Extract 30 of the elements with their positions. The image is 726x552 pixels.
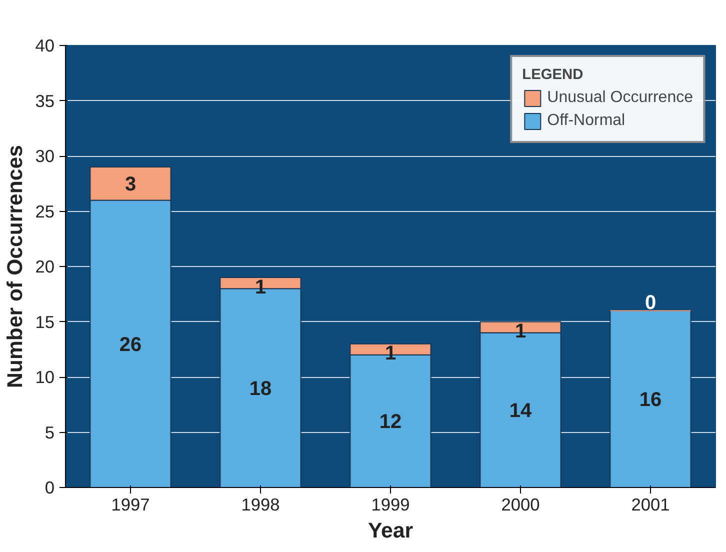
x-tick-label: 2001 (631, 494, 670, 514)
y-tick-label: 25 (35, 201, 55, 222)
x-tick-label: 2000 (501, 494, 540, 514)
data-label: 12 (379, 411, 402, 434)
y-tick-label: 5 (44, 422, 55, 442)
legend-label: Unusual Occurrence (547, 89, 693, 107)
data-label: 3 (124, 174, 136, 196)
x-axis-title: Year (368, 518, 414, 542)
bar (610, 310, 692, 488)
data-label: 1 (254, 276, 266, 298)
data-label: 16 (639, 389, 662, 412)
data-label: 18 (249, 378, 272, 400)
y-tick-label: 35 (35, 90, 55, 111)
x-tick-label: 1997 (111, 494, 150, 514)
y-tick-label: 20 (35, 256, 55, 276)
y-tick-label: 30 (35, 146, 55, 166)
y-tick-label: 15 (35, 312, 55, 332)
data-label: 14 (509, 400, 532, 422)
legend-title: LEGEND (522, 67, 584, 83)
data-label: 26 (119, 334, 142, 356)
x-tick-label: 1998 (241, 494, 280, 514)
x-tick-label: 1999 (371, 494, 410, 514)
legend-label: Off-Normal (547, 112, 626, 130)
y-tick-label: 0 (44, 478, 55, 498)
y-tick-label: 40 (35, 36, 55, 56)
data-label: 1 (384, 342, 396, 365)
data-label: 1 (514, 320, 526, 343)
data-label: 0 (644, 292, 656, 314)
y-axis-title: Number of Occurrences (3, 145, 28, 388)
y-tick-label: 10 (35, 367, 55, 387)
